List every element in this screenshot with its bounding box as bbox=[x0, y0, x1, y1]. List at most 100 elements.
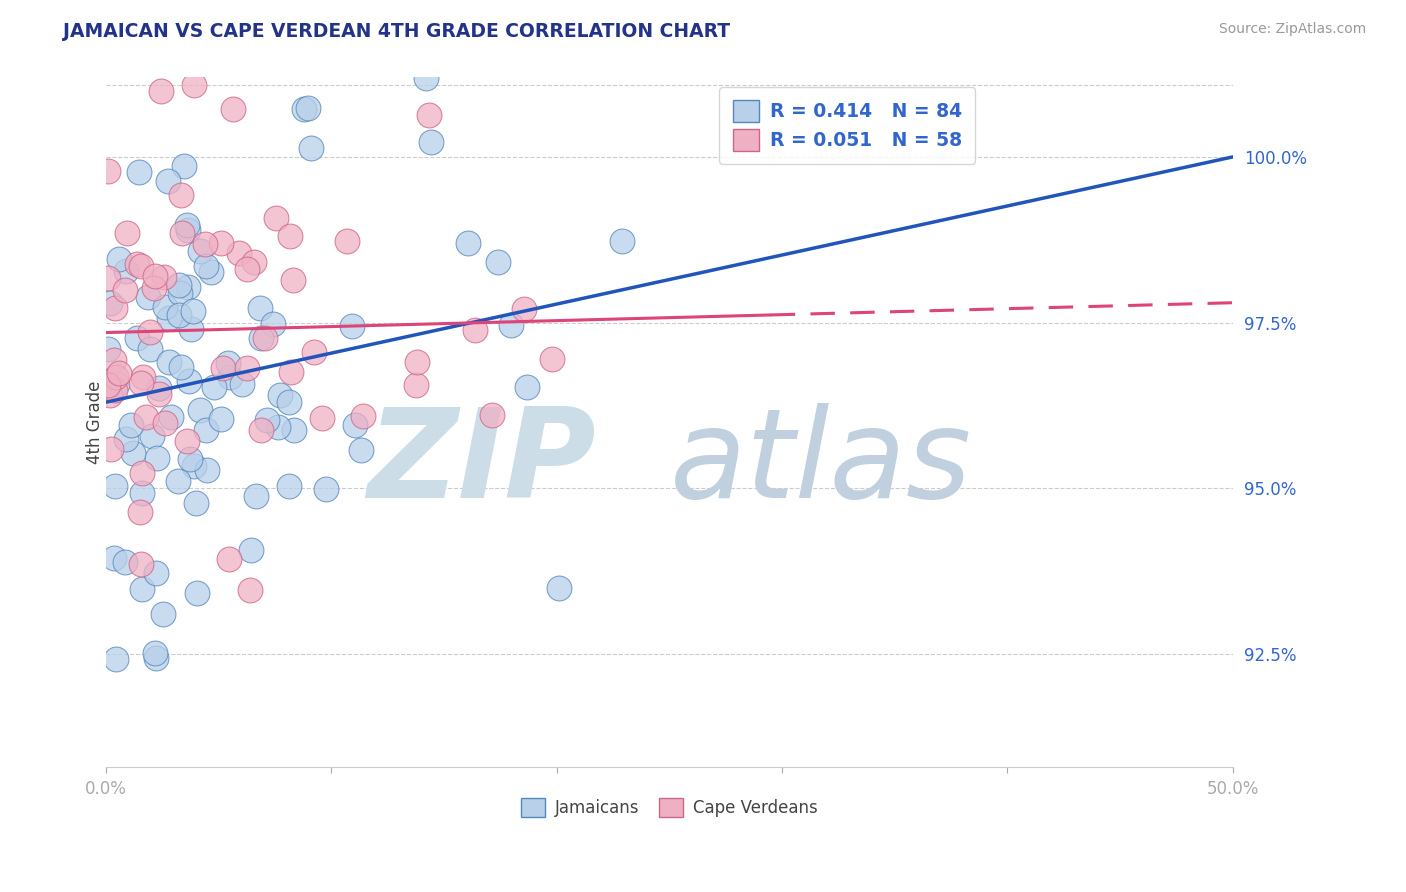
Point bbox=[142, 281, 165, 295]
Point bbox=[183, 78, 205, 93]
Point bbox=[249, 423, 271, 437]
Point bbox=[344, 418, 367, 433]
Point bbox=[278, 395, 301, 409]
Point bbox=[211, 360, 233, 375]
Point bbox=[195, 423, 218, 437]
Point bbox=[115, 226, 138, 240]
Point bbox=[97, 164, 120, 178]
Point bbox=[131, 466, 153, 480]
Point bbox=[548, 581, 571, 595]
Point bbox=[157, 310, 180, 325]
Point bbox=[153, 270, 176, 285]
Point bbox=[98, 388, 121, 402]
Point bbox=[419, 0, 441, 9]
Point bbox=[186, 495, 208, 509]
Point bbox=[277, 478, 299, 492]
Point bbox=[188, 402, 211, 417]
Point bbox=[103, 383, 125, 397]
Point bbox=[132, 370, 155, 384]
Point bbox=[150, 84, 173, 98]
Point bbox=[97, 271, 120, 285]
Point bbox=[167, 277, 190, 292]
Point bbox=[406, 355, 429, 369]
Point bbox=[219, 370, 242, 384]
Point bbox=[336, 235, 359, 249]
Point bbox=[239, 582, 262, 597]
Point bbox=[240, 543, 263, 558]
Point bbox=[311, 411, 333, 425]
Point bbox=[195, 260, 218, 274]
Point bbox=[280, 365, 302, 379]
Point bbox=[97, 342, 120, 356]
Point bbox=[122, 446, 145, 460]
Point bbox=[217, 356, 239, 370]
Point bbox=[501, 318, 523, 332]
Point bbox=[127, 331, 149, 345]
Point bbox=[186, 585, 208, 599]
Point bbox=[128, 165, 150, 179]
Text: JAMAICAN VS CAPE VERDEAN 4TH GRADE CORRELATION CHART: JAMAICAN VS CAPE VERDEAN 4TH GRADE CORRE… bbox=[63, 22, 730, 41]
Point bbox=[516, 379, 538, 393]
Point bbox=[464, 323, 486, 337]
Point bbox=[103, 550, 125, 565]
Point bbox=[180, 322, 202, 336]
Point bbox=[176, 219, 198, 233]
Point bbox=[131, 260, 153, 274]
Text: ZIP: ZIP bbox=[367, 403, 596, 524]
Point bbox=[148, 387, 170, 401]
Point bbox=[194, 236, 217, 251]
Point bbox=[100, 442, 122, 457]
Point bbox=[177, 223, 200, 237]
Point bbox=[152, 607, 174, 621]
Point bbox=[420, 136, 443, 150]
Point bbox=[104, 301, 127, 315]
Text: atlas: atlas bbox=[669, 403, 972, 524]
Y-axis label: 4th Grade: 4th Grade bbox=[86, 380, 104, 464]
Point bbox=[486, 255, 509, 269]
Point bbox=[200, 265, 222, 279]
Point bbox=[105, 652, 128, 666]
Point bbox=[129, 557, 152, 571]
Point bbox=[195, 463, 218, 477]
Point bbox=[352, 409, 374, 423]
Point bbox=[131, 582, 153, 596]
Point bbox=[145, 566, 167, 580]
Text: Source: ZipAtlas.com: Source: ZipAtlas.com bbox=[1219, 22, 1367, 37]
Point bbox=[131, 485, 153, 500]
Point bbox=[160, 409, 183, 424]
Point bbox=[283, 423, 305, 437]
Point bbox=[143, 268, 166, 283]
Point bbox=[156, 174, 179, 188]
Point bbox=[115, 432, 138, 446]
Point bbox=[128, 505, 150, 519]
Point bbox=[181, 304, 204, 318]
Point bbox=[231, 376, 253, 391]
Point bbox=[104, 370, 127, 384]
Point bbox=[103, 353, 125, 368]
Point bbox=[108, 252, 131, 266]
Point bbox=[481, 408, 503, 422]
Point bbox=[104, 479, 127, 493]
Point bbox=[415, 70, 437, 85]
Point bbox=[167, 474, 190, 488]
Point bbox=[167, 308, 190, 322]
Point bbox=[218, 551, 240, 566]
Point bbox=[183, 458, 205, 473]
Point bbox=[114, 284, 136, 298]
Point bbox=[245, 489, 267, 503]
Legend: Jamaicans, Cape Verdeans: Jamaicans, Cape Verdeans bbox=[515, 791, 824, 823]
Point bbox=[153, 300, 176, 314]
Point bbox=[242, 254, 264, 268]
Point bbox=[138, 291, 160, 305]
Point bbox=[170, 187, 193, 202]
Point bbox=[297, 101, 319, 115]
Point bbox=[98, 295, 121, 310]
Point bbox=[114, 555, 136, 569]
Point bbox=[148, 382, 170, 396]
Point bbox=[202, 380, 225, 394]
Point bbox=[176, 434, 198, 449]
Point bbox=[262, 318, 284, 332]
Point bbox=[139, 342, 162, 356]
Point bbox=[155, 416, 177, 430]
Point bbox=[292, 102, 315, 116]
